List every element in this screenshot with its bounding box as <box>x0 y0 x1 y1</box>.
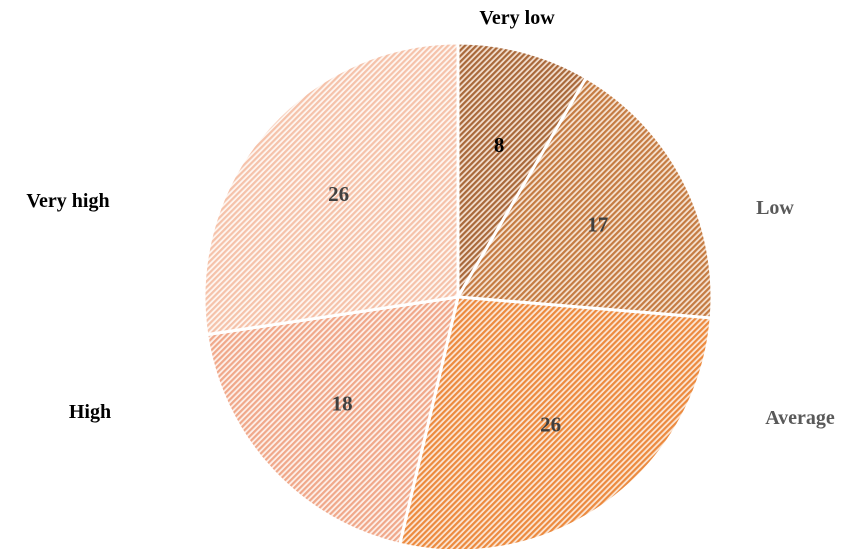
pie-slice-average <box>398 295 713 549</box>
pie-slice-high <box>205 295 460 546</box>
pie-category-labels: Very low Low Average High Very high <box>26 7 835 429</box>
pie-slice-very-low <box>456 41 588 299</box>
category-label-average: Average <box>765 407 835 429</box>
data-label-very-high: 26 <box>328 182 349 206</box>
data-label-average: 26 <box>540 412 561 436</box>
data-label-very-low: 8 <box>494 133 505 157</box>
category-label-low: Low <box>756 197 794 219</box>
category-label-high: High <box>69 401 111 423</box>
data-label-high: 18 <box>332 392 353 416</box>
pie-slices <box>202 41 714 549</box>
category-label-very-high: Very high <box>26 190 109 212</box>
pie-slice-very-high <box>202 41 460 337</box>
category-label-very-low: Very low <box>479 7 555 29</box>
data-label-low: 17 <box>587 212 608 236</box>
pie-slice-low <box>456 76 714 320</box>
pie-data-labels: 8 17 26 18 26 <box>328 133 608 436</box>
